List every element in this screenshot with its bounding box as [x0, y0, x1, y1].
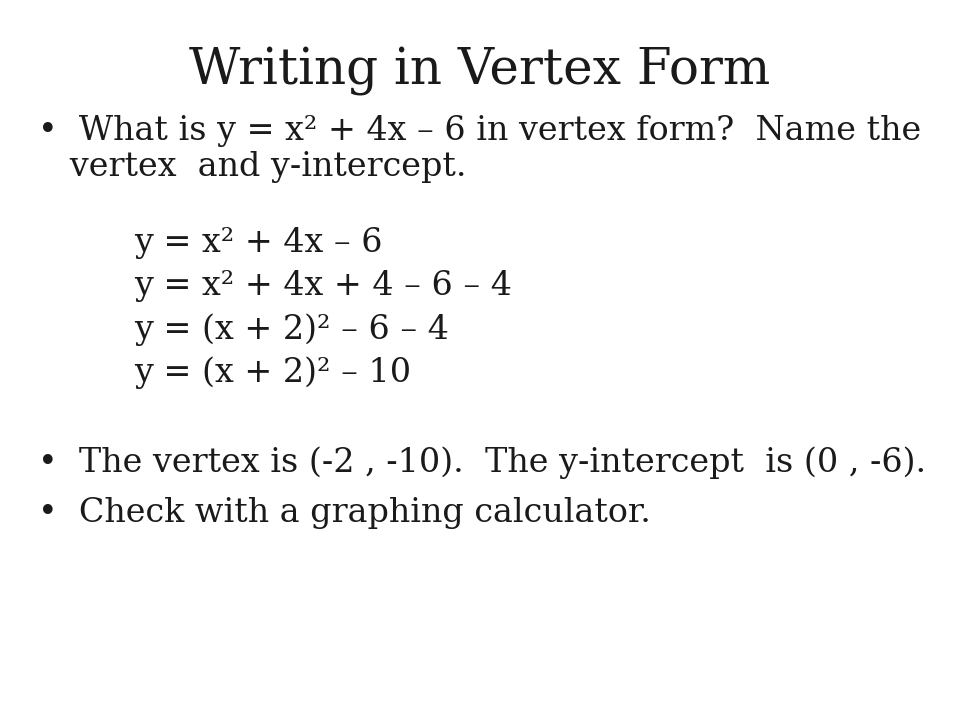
Text: y = x² + 4x + 4 – 6 – 4: y = x² + 4x + 4 – 6 – 4 [134, 270, 513, 302]
Text: y = (x + 2)² – 10: y = (x + 2)² – 10 [134, 356, 412, 389]
Text: y = (x + 2)² – 6 – 4: y = (x + 2)² – 6 – 4 [134, 313, 449, 346]
Text: y = x² + 4x – 6: y = x² + 4x – 6 [134, 227, 383, 258]
Text: vertex  and y-intercept.: vertex and y-intercept. [38, 151, 467, 183]
Text: •  The vertex is (-2 , -10).  The y-intercept  is (0 , -6).: • The vertex is (-2 , -10). The y-interc… [38, 446, 926, 479]
Text: •  Check with a graphing calculator.: • Check with a graphing calculator. [38, 497, 651, 528]
Text: Writing in Vertex Form: Writing in Vertex Form [189, 47, 771, 96]
Text: •  What is y = x² + 4x – 6 in vertex form?  Name the: • What is y = x² + 4x – 6 in vertex form… [38, 115, 922, 147]
